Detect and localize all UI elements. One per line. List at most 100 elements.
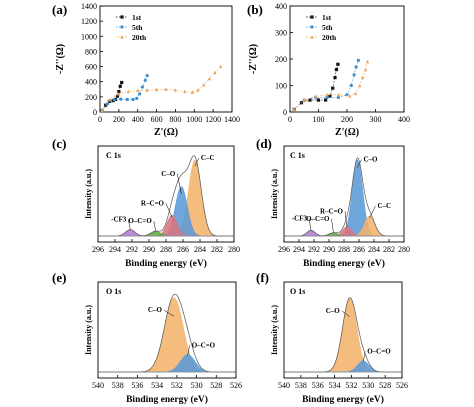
x-tick-label: 530 [191, 381, 203, 390]
legend-label: 20th [132, 33, 147, 42]
panel-letter-b: (b) [247, 2, 263, 17]
legend-label: 5th [322, 23, 333, 32]
peak-leader-line [369, 205, 376, 219]
data-point [316, 98, 321, 102]
data-point [112, 98, 116, 102]
panel-d: (d) C 1s 296 294 292 290 288 286 284 282 280 C–O… [256, 136, 410, 269]
data-point [135, 96, 139, 100]
data-point [325, 92, 329, 97]
legend-label: 5th [132, 23, 143, 32]
x-tick-label: 540 [92, 381, 104, 390]
x-tick-label: 200 [113, 115, 125, 124]
data-point [100, 108, 104, 113]
panel-b: (b) 0 100 200 300 400 0 100 200 300 400 1st5th20t… [247, 2, 410, 138]
y-tick-label: 100 [275, 82, 287, 91]
x-tick-label: 1000 [186, 115, 202, 124]
data-point [131, 97, 135, 102]
plot-frame-f [283, 281, 403, 379]
legend-label: 1st [322, 13, 332, 22]
data-point [354, 65, 358, 69]
x-axis-label-d: Binding energy (eV) [303, 258, 385, 269]
data-point [213, 70, 217, 75]
plot-frame-d [283, 145, 405, 243]
y-axis-label-f: Intensity (a.u.) [270, 305, 279, 355]
data-point [219, 64, 223, 69]
data-point [138, 92, 142, 96]
tick-labels-d: 296 294 292 290 288 286 284 282 280 [278, 239, 410, 254]
y-tick-label: 800 [85, 47, 97, 56]
peak-fits-e: C–O O–C=O [98, 293, 236, 373]
x-tick-label: 288 [160, 245, 172, 254]
peak-leader-line [341, 310, 350, 317]
data-points-a [100, 64, 223, 113]
legend-marker [120, 25, 124, 29]
series-line-2 [101, 66, 221, 111]
fit-envelope [284, 157, 404, 237]
panel-a: (a) 0 200 400 600 800 1000 1200 140002004006008… [52, 2, 240, 138]
x-tick-label: 800 [169, 115, 181, 124]
legend-marker [120, 35, 124, 39]
peak-leader-line [344, 211, 348, 228]
peak-label: O–C=O [128, 217, 152, 225]
data-point [154, 87, 159, 92]
x-axis-label-f: Binding energy (eV) [302, 394, 384, 405]
panel-letter-c: (c) [52, 136, 66, 151]
x-tick-label: 100 [313, 115, 325, 124]
x-tick-label: 200 [341, 115, 353, 124]
x-tick-label: 294 [293, 245, 305, 254]
x-tick-label: 284 [368, 245, 380, 254]
x-tick-label: 1200 [205, 115, 221, 124]
x-tick-label: 300 [370, 115, 382, 124]
y-tick-label: 1000 [81, 32, 97, 41]
core-level-tag-c: C 1s [106, 151, 121, 160]
fit-envelope [98, 155, 234, 237]
x-tick-label: 532 [345, 381, 357, 390]
panel-c: (c) C 1s 296 294 292 290 288 286 284 282 280 C–C… [52, 136, 240, 269]
legend-marker [310, 15, 314, 19]
data-point [119, 97, 123, 101]
data-point [143, 78, 147, 82]
data-point [202, 82, 206, 87]
peak-label: -CF3 [292, 214, 308, 222]
x-tick-label: 536 [312, 381, 324, 390]
peak-label: O–C=O [306, 215, 330, 223]
peak-leader-line [331, 218, 334, 233]
x-tick-label: 282 [211, 245, 223, 254]
peak-label: O–C=O [192, 341, 216, 349]
peak-leader-line [357, 159, 362, 168]
peak-leader-line [165, 203, 173, 218]
data-point [352, 73, 356, 77]
plot-frame-e [97, 281, 237, 379]
y-axis-label-e: Intensity (a.u.) [84, 305, 93, 355]
y-axis-label-c: Intensity (a.u.) [84, 169, 93, 219]
panel-letter-f: (f) [256, 270, 269, 285]
tick-labels-c: 296 294 292 290 288 286 284 282 280 [92, 239, 240, 254]
x-tick-label: 290 [323, 245, 335, 254]
x-tick-label: 528 [210, 381, 222, 390]
peak-fits-c: C–C C–O R–C=O O–C=O-CF3 [98, 154, 234, 237]
x-tick-label: 286 [177, 245, 189, 254]
y-tick-label: 400 [85, 78, 97, 87]
tick-labels-e: 540 538 536 534 532 530 528 526 [92, 375, 242, 390]
x-tick-label: 538 [112, 381, 124, 390]
x-axis-label-a: Z'(Ω) [154, 127, 178, 138]
panel-letter-d: (d) [256, 136, 272, 151]
peak-label: C–O [364, 156, 379, 164]
peak-leader-line [163, 309, 175, 317]
data-point [125, 97, 129, 102]
x-tick-label: 528 [379, 381, 391, 390]
data-point [363, 67, 368, 72]
peak-component-0 [284, 298, 402, 373]
data-point [365, 59, 370, 64]
x-tick-label: 526 [230, 381, 242, 390]
y-axis-label-b: -Z''(Ω) [248, 44, 259, 74]
x-tick-label: 534 [151, 381, 163, 390]
tick-labels-f: 540 538 536 534 532 530 528 526 [278, 375, 408, 390]
peak-label: O–C=O [367, 347, 391, 355]
data-point [302, 98, 306, 102]
y-tick-label: 600 [85, 63, 97, 72]
peak-label: R–C=O [141, 199, 165, 207]
x-tick-label: 526 [396, 381, 408, 390]
legend-marker [120, 15, 124, 19]
